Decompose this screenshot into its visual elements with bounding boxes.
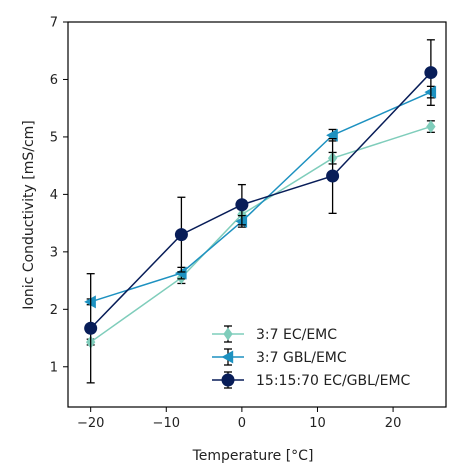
series-2 <box>84 39 438 384</box>
legend-item: 3:7 EC/EMC <box>212 325 337 343</box>
y-tick-label: 4 <box>50 188 58 203</box>
x-tick-label: 20 <box>385 416 402 431</box>
series-0 <box>86 120 436 349</box>
x-tick-label: −20 <box>77 416 104 431</box>
legend-marker <box>221 350 234 364</box>
series-line <box>90 72 432 329</box>
y-tick-label: 2 <box>50 303 58 318</box>
series-line <box>90 91 432 303</box>
legend-item: 15:15:70 EC/GBL/EMC <box>212 371 411 389</box>
y-tick-label: 7 <box>50 16 58 31</box>
x-axis-label: Temperature [°C] <box>192 448 314 464</box>
legend: 3:7 EC/EMC 3:7 GBL/EMC 15:15:70 EC/GBL/EMC <box>212 325 411 389</box>
legend-label: 3:7 EC/EMC <box>256 327 337 343</box>
x-tick-label: 0 <box>238 416 246 431</box>
y-axis-label: Ionic Conductivity [mS/cm] <box>21 120 37 310</box>
x-axis-ticks: −20 −10 0 10 20 <box>77 407 401 431</box>
legend-item: 3:7 GBL/EMC <box>212 348 347 366</box>
series-1 <box>84 85 437 309</box>
data-point <box>174 228 188 242</box>
y-axis-ticks: 1 2 3 4 5 6 7 <box>50 16 68 375</box>
legend-label: 3:7 GBL/EMC <box>256 350 347 366</box>
legend-marker <box>223 327 233 341</box>
x-tick-label: −10 <box>153 416 180 431</box>
x-tick-label: 10 <box>309 416 326 431</box>
plot-frame <box>67 21 447 408</box>
data-point <box>424 66 438 80</box>
y-tick-label: 1 <box>50 360 58 375</box>
legend-marker <box>221 373 235 387</box>
y-tick-label: 3 <box>50 245 58 260</box>
data-point <box>326 169 340 183</box>
data-point <box>84 321 98 335</box>
data-point <box>424 85 437 99</box>
data-point <box>174 266 187 280</box>
y-tick-label: 6 <box>50 73 58 88</box>
series-line <box>90 125 432 343</box>
data-point <box>235 198 249 212</box>
series-layer <box>84 39 438 384</box>
legend-label: 15:15:70 EC/GBL/EMC <box>256 373 411 389</box>
y-tick-label: 5 <box>50 130 58 145</box>
plot-border <box>67 21 447 408</box>
data-point <box>426 120 436 134</box>
